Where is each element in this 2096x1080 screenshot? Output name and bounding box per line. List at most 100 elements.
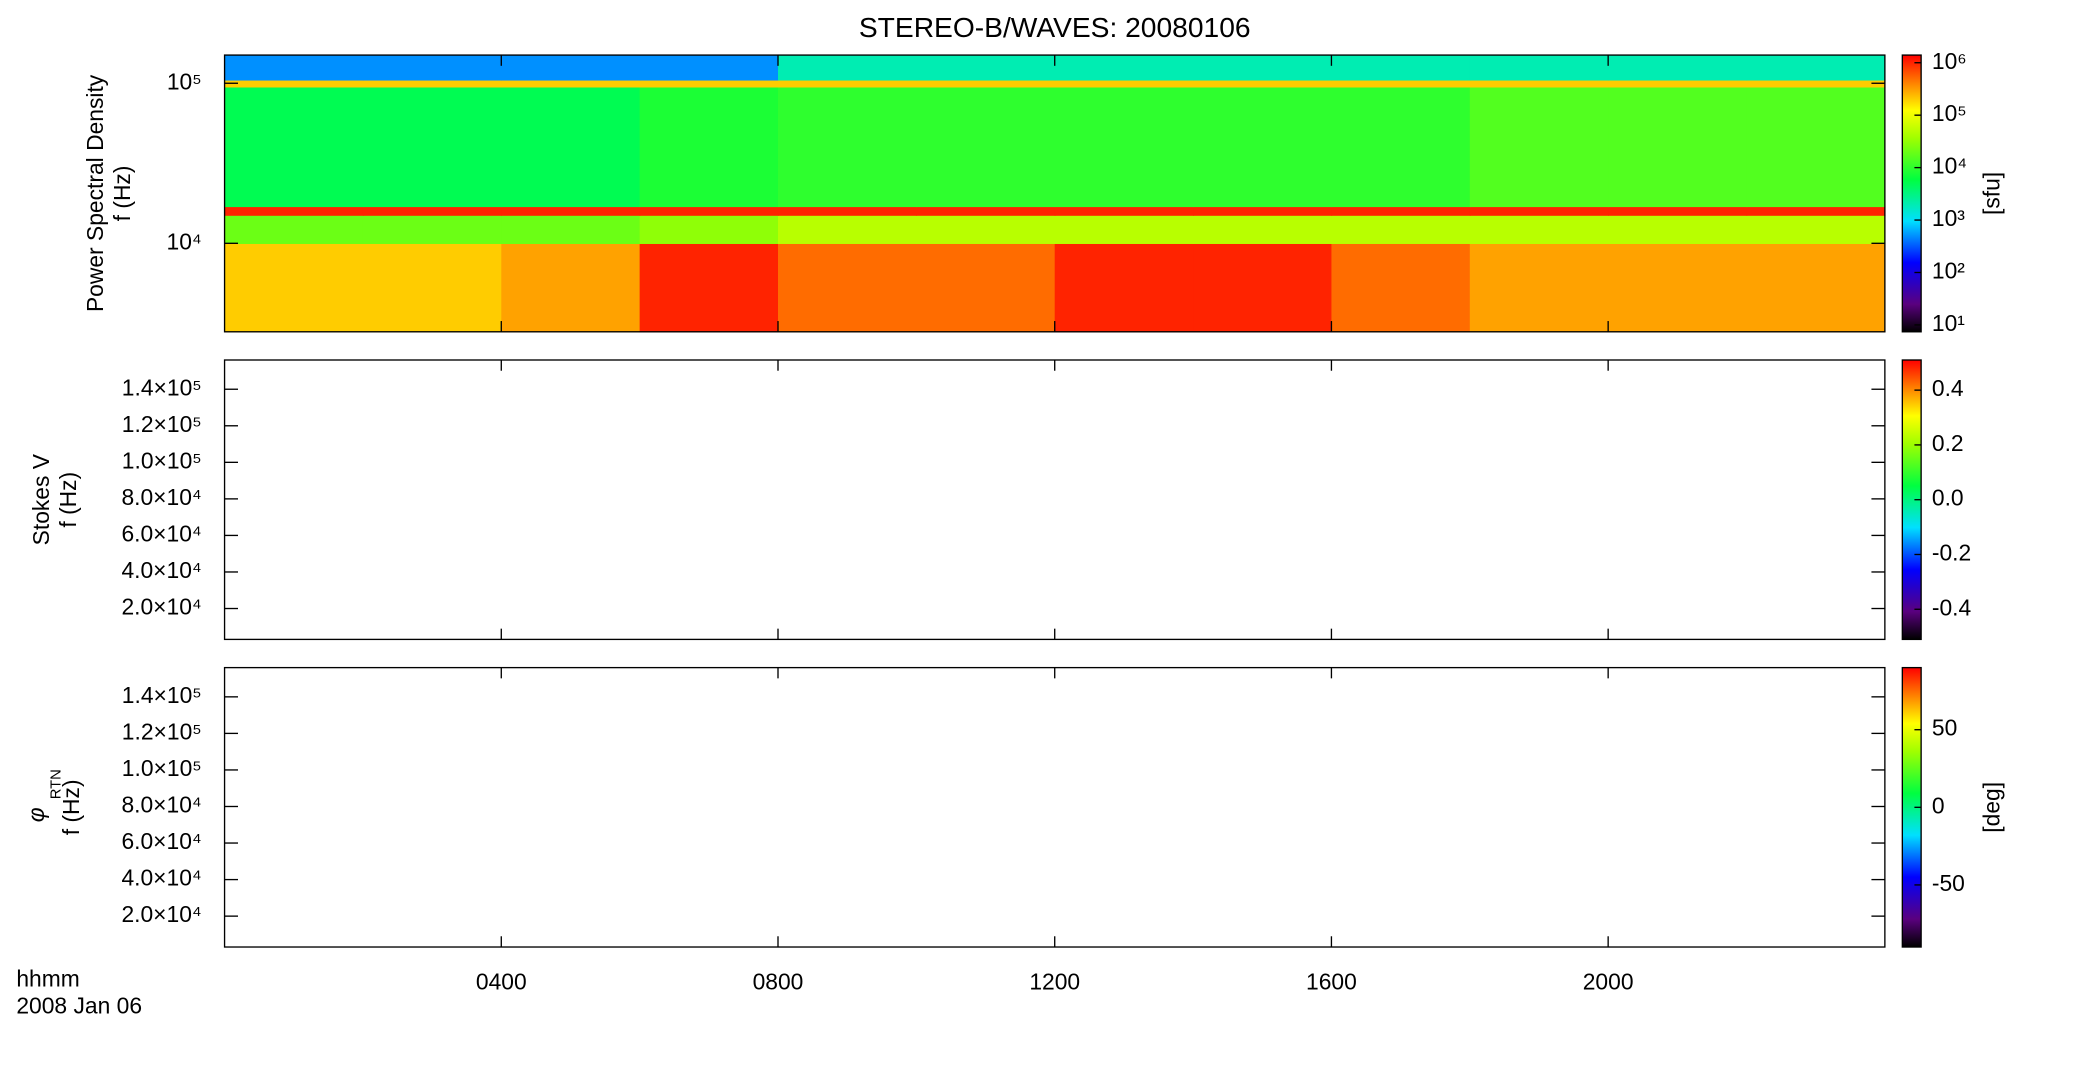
spectrogram-cell <box>501 55 641 81</box>
plot-frame <box>223 359 1886 641</box>
spectrogram-cell <box>1331 86 1471 208</box>
spectrogram-cell <box>362 86 502 208</box>
colorbar-tick-label: 10¹ <box>1932 310 1965 336</box>
spectrogram-cell <box>916 206 1056 216</box>
spectrogram-cell <box>224 215 364 244</box>
spectrogram-cell <box>224 79 364 88</box>
spectrogram-cell <box>1746 86 1886 208</box>
spectrogram-cell <box>778 243 918 333</box>
spectrogram-cell <box>1331 55 1471 81</box>
y-tick-label: 2.0×10⁴ <box>121 594 201 620</box>
spectrogram-cell <box>224 86 364 208</box>
y-axis-label: f (Hz) <box>55 472 81 528</box>
spectrogram-cell <box>916 243 1056 333</box>
x-tick-label: 1200 <box>1029 968 1080 994</box>
spectrogram-cell <box>1608 79 1748 88</box>
spectrogram-cell <box>778 206 918 216</box>
colorbar <box>1901 54 1922 333</box>
spectrogram-cell <box>1608 215 1748 244</box>
spectrogram-cell <box>1054 206 1194 216</box>
y-tick-label: 1.2×10⁵ <box>122 718 202 744</box>
y-tick-label: 1.4×10⁵ <box>122 682 202 708</box>
colorbar-tick-label: 0.4 <box>1932 375 1964 401</box>
spectrogram-cell <box>1746 206 1886 216</box>
colorbar-label: [deg] <box>1979 782 2005 833</box>
spectrogram-cell <box>1193 243 1333 333</box>
colorbar-tick-label: 0.2 <box>1932 430 1964 456</box>
plot-frame <box>223 666 1886 948</box>
colorbar-tick-label: 10⁵ <box>1932 100 1967 126</box>
y-axis-label: f (Hz) <box>58 779 84 835</box>
spectrogram-cell <box>1469 206 1609 216</box>
y-tick-label: 10⁴ <box>167 228 202 254</box>
spectrogram-cell <box>639 206 779 216</box>
y-axis-label: Power Spectral Density <box>82 74 108 312</box>
spectrogram-cell <box>916 215 1056 244</box>
spectrogram-cell <box>1054 215 1194 244</box>
y-tick-label: 1.0×10⁵ <box>122 755 202 781</box>
x-tick-label: 2000 <box>1583 968 1634 994</box>
spectrogram-cell <box>639 86 779 208</box>
spectrogram-cell <box>1193 55 1333 81</box>
spectrogram-cell <box>501 79 641 88</box>
y-tick-label: 1.4×10⁵ <box>122 374 202 400</box>
colorbar-tick-label: 10⁴ <box>1932 153 1967 179</box>
spectrogram-cell <box>639 79 779 88</box>
y-tick-label: 4.0×10⁴ <box>121 557 201 583</box>
y-tick-label: 1.0×10⁵ <box>122 447 202 473</box>
spectrogram-cell <box>1054 79 1194 88</box>
spectrogram-cell <box>224 55 364 81</box>
spectrogram-cell <box>1469 215 1609 244</box>
spectrogram-cell <box>1331 206 1471 216</box>
y-tick-label: 10⁵ <box>167 68 202 94</box>
x-tick-label: 1600 <box>1306 968 1357 994</box>
spectrogram-cell <box>1608 243 1748 333</box>
spectrogram-cell <box>639 243 779 333</box>
colorbar-tick-label: 10³ <box>1932 205 1965 231</box>
spectrogram-cell <box>501 243 641 333</box>
spectrogram-cell <box>1331 243 1471 333</box>
y-tick-label: 6.0×10⁴ <box>121 828 201 854</box>
spectrogram-cell <box>916 79 1056 88</box>
spectrogram-cell <box>778 215 918 244</box>
y-axis-label: f (Hz) <box>109 166 135 222</box>
spectrogram-cell <box>1331 79 1471 88</box>
spectrogram-cell <box>1469 79 1609 88</box>
chart-title: STEREO-B/WAVES: 20080106 <box>859 11 1251 43</box>
spectrogram-cell <box>1193 79 1333 88</box>
colorbar-tick-label: 0.0 <box>1932 485 1964 511</box>
spectrogram-cell <box>778 86 918 208</box>
spectrogram-cell <box>362 55 502 81</box>
y-tick-label: 6.0×10⁴ <box>121 520 201 546</box>
colorbar-label: [sfu] <box>1979 172 2005 215</box>
spectrogram-cell <box>224 243 364 333</box>
spectrogram-cell <box>1193 86 1333 208</box>
y-axis-label: Stokes V <box>28 453 54 545</box>
spectrogram-cell <box>1193 215 1333 244</box>
spectrogram-cell <box>1469 55 1609 81</box>
x-axis-sublabel: 2008 Jan 06 <box>16 992 142 1018</box>
spectrogram-cell <box>362 206 502 216</box>
spectrogram-cell <box>362 215 502 244</box>
colorbar-tick-label: -0.4 <box>1932 594 1972 620</box>
spectrogram-cell <box>916 86 1056 208</box>
spectrogram-cell <box>501 215 641 244</box>
spectrogram-cell <box>778 79 918 88</box>
spectrogram-cell <box>1608 206 1748 216</box>
spectrogram-cell <box>1054 86 1194 208</box>
spectrogram-cell <box>1608 86 1748 208</box>
spectrogram-cell <box>916 55 1056 81</box>
x-tick-label: 0400 <box>476 968 527 994</box>
colorbar-tick-label: 10⁶ <box>1932 48 1967 74</box>
y-axis-label-subscript: RTN <box>49 769 65 799</box>
spectrogram-cell <box>639 215 779 244</box>
spectrogram-cell <box>1469 243 1609 333</box>
y-axis-label: φ <box>23 807 49 822</box>
spectrogram-cell <box>639 55 779 81</box>
colorbar-tick-label: -50 <box>1932 870 1965 896</box>
y-tick-label: 8.0×10⁴ <box>121 792 201 818</box>
spectrogram-cell <box>1054 243 1194 333</box>
y-tick-label: 8.0×10⁴ <box>121 484 201 510</box>
